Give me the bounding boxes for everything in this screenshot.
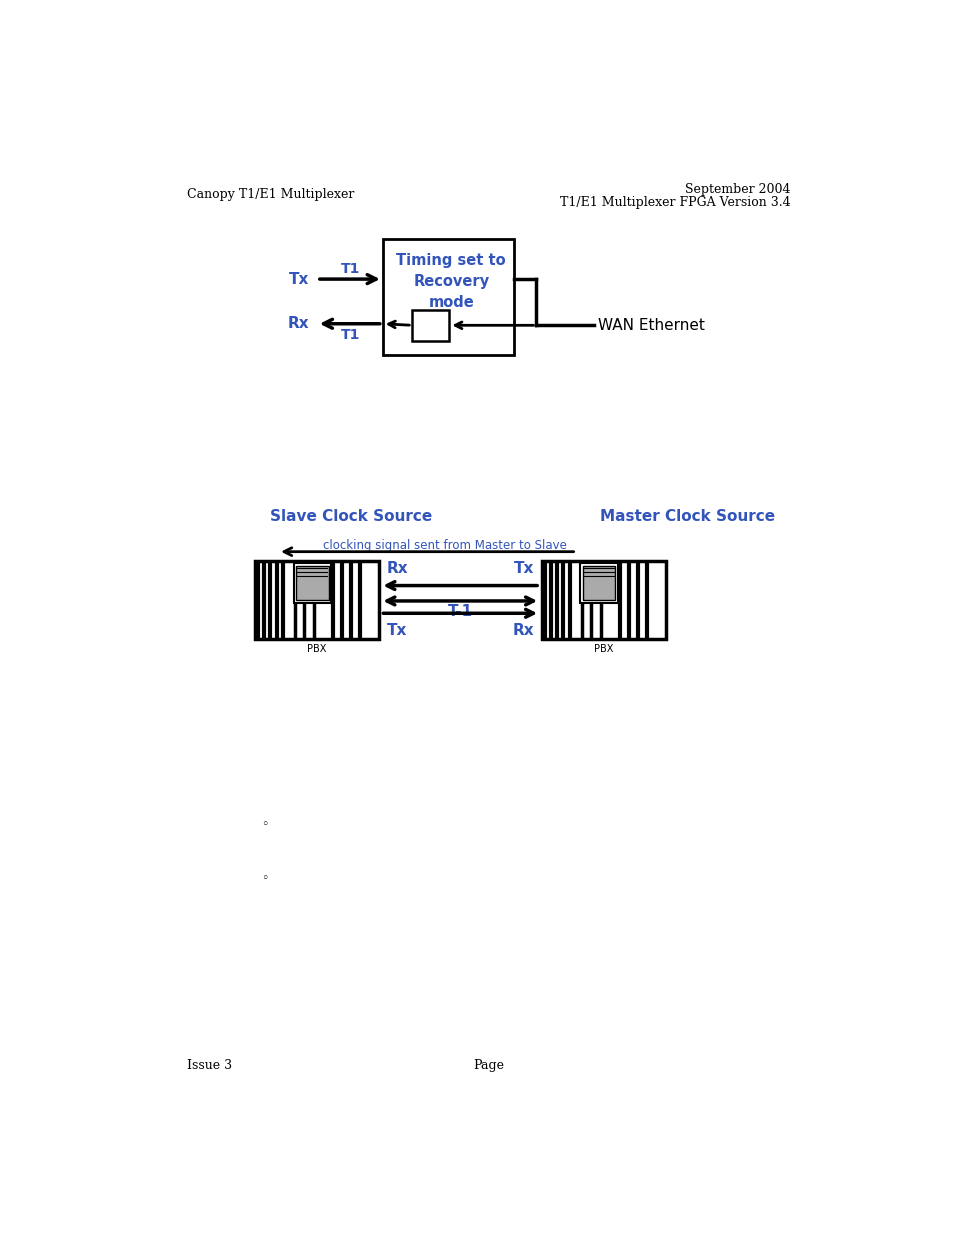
Text: ◦: ◦	[261, 872, 269, 885]
Bar	[541, 561, 665, 640]
Text: Tx: Tx	[289, 272, 309, 287]
Bar	[579, 563, 617, 603]
Text: Tx: Tx	[386, 622, 407, 637]
Text: T1: T1	[340, 262, 359, 277]
Bar	[582, 566, 615, 600]
Text: Rx: Rx	[287, 316, 309, 331]
Text: Issue 3: Issue 3	[187, 1060, 233, 1072]
Text: Page: Page	[473, 1060, 504, 1072]
Text: Master Clock Source: Master Clock Source	[599, 509, 774, 524]
Text: Slave Clock Source: Slave Clock Source	[270, 509, 432, 524]
Text: Timing set to
Recovery
mode: Timing set to Recovery mode	[396, 253, 505, 310]
Bar	[295, 566, 328, 600]
Text: Rx: Rx	[386, 562, 408, 577]
Text: PBX: PBX	[307, 645, 326, 655]
Text: Rx: Rx	[512, 622, 534, 637]
Text: T1: T1	[340, 327, 359, 342]
Text: Canopy T1/E1 Multiplexer: Canopy T1/E1 Multiplexer	[187, 188, 355, 201]
Text: September 2004: September 2004	[684, 183, 790, 196]
Text: Tx: Tx	[513, 562, 534, 577]
Text: PBX: PBX	[594, 645, 613, 655]
Bar	[254, 561, 378, 640]
Text: WAN Ethernet: WAN Ethernet	[598, 317, 704, 332]
Text: T-1: T-1	[447, 604, 473, 619]
Text: ◦: ◦	[261, 818, 269, 831]
Text: T1/E1 Multiplexer FPGA Version 3.4: T1/E1 Multiplexer FPGA Version 3.4	[559, 196, 790, 209]
Bar	[382, 240, 514, 354]
Text: clocking signal sent from Master to Slave: clocking signal sent from Master to Slav…	[322, 540, 566, 552]
Bar	[294, 563, 331, 603]
Bar	[412, 310, 449, 341]
